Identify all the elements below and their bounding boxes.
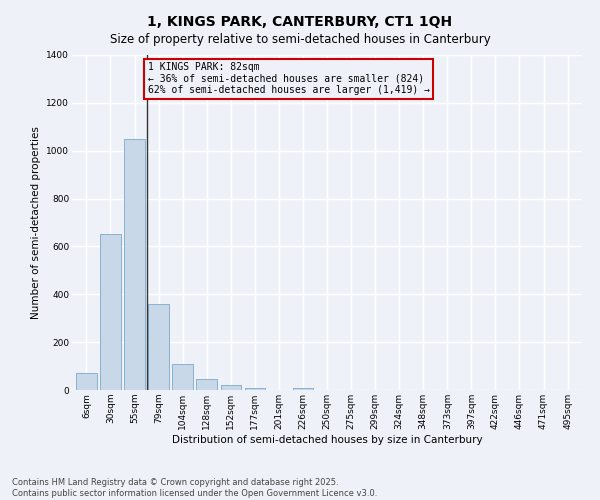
Bar [245, 388, 265, 390]
Bar [196, 379, 217, 390]
Bar [76, 373, 97, 390]
Bar [100, 234, 121, 390]
Text: Size of property relative to semi-detached houses in Canterbury: Size of property relative to semi-detach… [110, 32, 490, 46]
Bar [221, 385, 241, 390]
Text: Contains HM Land Registry data © Crown copyright and database right 2025.
Contai: Contains HM Land Registry data © Crown c… [12, 478, 377, 498]
Bar [124, 138, 145, 390]
Y-axis label: Number of semi-detached properties: Number of semi-detached properties [31, 126, 41, 319]
Text: 1 KINGS PARK: 82sqm
← 36% of semi-detached houses are smaller (824)
62% of semi-: 1 KINGS PARK: 82sqm ← 36% of semi-detach… [148, 62, 430, 96]
Bar [172, 364, 193, 390]
X-axis label: Distribution of semi-detached houses by size in Canterbury: Distribution of semi-detached houses by … [172, 434, 482, 444]
Bar [148, 304, 169, 390]
Text: 1, KINGS PARK, CANTERBURY, CT1 1QH: 1, KINGS PARK, CANTERBURY, CT1 1QH [148, 15, 452, 29]
Bar [293, 388, 313, 390]
